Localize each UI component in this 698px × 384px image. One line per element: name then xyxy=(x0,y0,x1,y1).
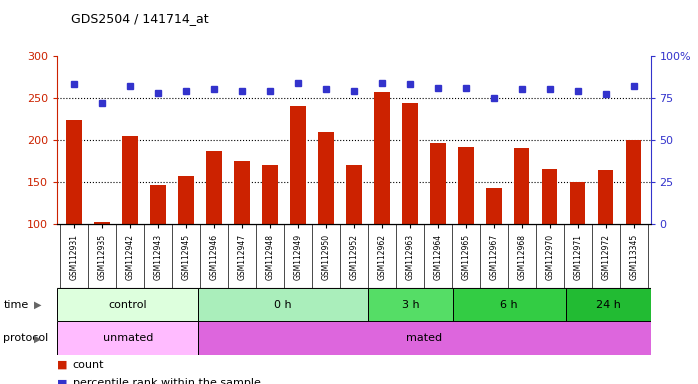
Text: GSM112931: GSM112931 xyxy=(70,234,79,280)
Bar xyxy=(262,165,278,224)
Text: GSM112972: GSM112972 xyxy=(601,234,610,280)
Bar xyxy=(626,140,641,224)
Text: time: time xyxy=(3,300,29,310)
Bar xyxy=(402,103,417,224)
Text: ▶: ▶ xyxy=(34,300,41,310)
Bar xyxy=(57,321,198,355)
Text: GSM112952: GSM112952 xyxy=(350,234,358,280)
Bar xyxy=(453,288,566,321)
Text: protocol: protocol xyxy=(3,333,49,343)
Text: percentile rank within the sample: percentile rank within the sample xyxy=(73,378,260,384)
Text: mated: mated xyxy=(406,333,443,343)
Text: ■: ■ xyxy=(57,378,68,384)
Text: GSM112935: GSM112935 xyxy=(98,234,107,280)
Bar xyxy=(198,321,651,355)
Bar xyxy=(486,188,501,224)
Text: 6 h: 6 h xyxy=(500,300,518,310)
Text: GSM112948: GSM112948 xyxy=(265,234,274,280)
Text: GSM112950: GSM112950 xyxy=(321,234,330,280)
Text: GSM112949: GSM112949 xyxy=(293,234,302,280)
Bar xyxy=(94,222,110,224)
Bar xyxy=(290,106,306,224)
Bar xyxy=(235,161,250,224)
Text: GSM112965: GSM112965 xyxy=(461,234,470,280)
Bar xyxy=(374,92,389,224)
Bar xyxy=(198,288,368,321)
Bar xyxy=(150,185,165,224)
Bar xyxy=(566,288,651,321)
Text: GSM112962: GSM112962 xyxy=(378,234,387,280)
Text: ▶: ▶ xyxy=(34,333,41,343)
Bar xyxy=(66,120,82,224)
Bar xyxy=(570,182,586,224)
Text: GSM112971: GSM112971 xyxy=(573,234,582,280)
Text: GSM112947: GSM112947 xyxy=(237,234,246,280)
Bar xyxy=(542,169,558,224)
Text: GSM112945: GSM112945 xyxy=(181,234,191,280)
Bar xyxy=(368,288,453,321)
Text: control: control xyxy=(109,300,147,310)
Text: GSM112964: GSM112964 xyxy=(433,234,443,280)
Bar xyxy=(514,147,530,224)
Text: GSM112943: GSM112943 xyxy=(154,234,163,280)
Text: GSM112968: GSM112968 xyxy=(517,234,526,280)
Text: GSM112946: GSM112946 xyxy=(209,234,218,280)
Bar xyxy=(122,136,138,224)
Text: 0 h: 0 h xyxy=(274,300,292,310)
Text: count: count xyxy=(73,360,104,370)
Bar xyxy=(430,143,445,224)
Text: GSM112942: GSM112942 xyxy=(126,234,135,280)
Bar xyxy=(598,170,614,224)
Text: GSM112967: GSM112967 xyxy=(489,234,498,280)
Text: GSM113345: GSM113345 xyxy=(629,234,638,280)
Text: GSM112963: GSM112963 xyxy=(406,234,415,280)
Text: 3 h: 3 h xyxy=(401,300,419,310)
Text: ■: ■ xyxy=(57,360,68,370)
Bar xyxy=(458,147,473,224)
Text: GSM112970: GSM112970 xyxy=(545,234,554,280)
Bar xyxy=(318,132,334,224)
Bar xyxy=(178,176,193,224)
Bar xyxy=(346,165,362,224)
Text: GDS2504 / 141714_at: GDS2504 / 141714_at xyxy=(71,12,209,25)
Bar xyxy=(207,151,222,224)
Text: unmated: unmated xyxy=(103,333,153,343)
Text: 24 h: 24 h xyxy=(595,300,621,310)
Bar xyxy=(57,288,198,321)
